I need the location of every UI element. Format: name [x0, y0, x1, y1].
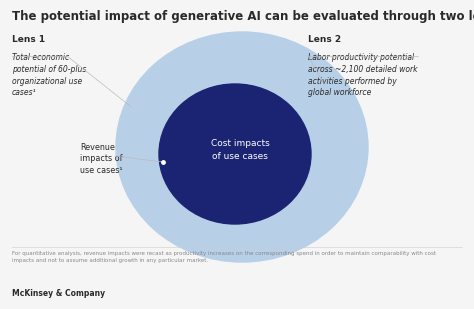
Text: Lens 2: Lens 2 [308, 35, 341, 44]
Ellipse shape [116, 32, 368, 262]
Text: Revenue
impacts of
use cases¹: Revenue impacts of use cases¹ [80, 143, 123, 175]
Text: Labor productivity potential
across ~2,100 detailed work
activities performed by: Labor productivity potential across ~2,1… [308, 53, 418, 97]
Text: The potential impact of generative AI can be evaluated through two lenses.: The potential impact of generative AI ca… [12, 10, 474, 23]
Ellipse shape [159, 84, 311, 224]
Text: Cost impacts
of use cases: Cost impacts of use cases [210, 139, 269, 161]
Text: Lens 1: Lens 1 [12, 35, 45, 44]
Text: McKinsey & Company: McKinsey & Company [12, 289, 105, 298]
Text: Total economic
potential of 60-plus
organizational use
cases¹: Total economic potential of 60-plus orga… [12, 53, 86, 97]
Text: For quantitative analysis, revenue impacts were recast as productivity increases: For quantitative analysis, revenue impac… [12, 251, 436, 263]
